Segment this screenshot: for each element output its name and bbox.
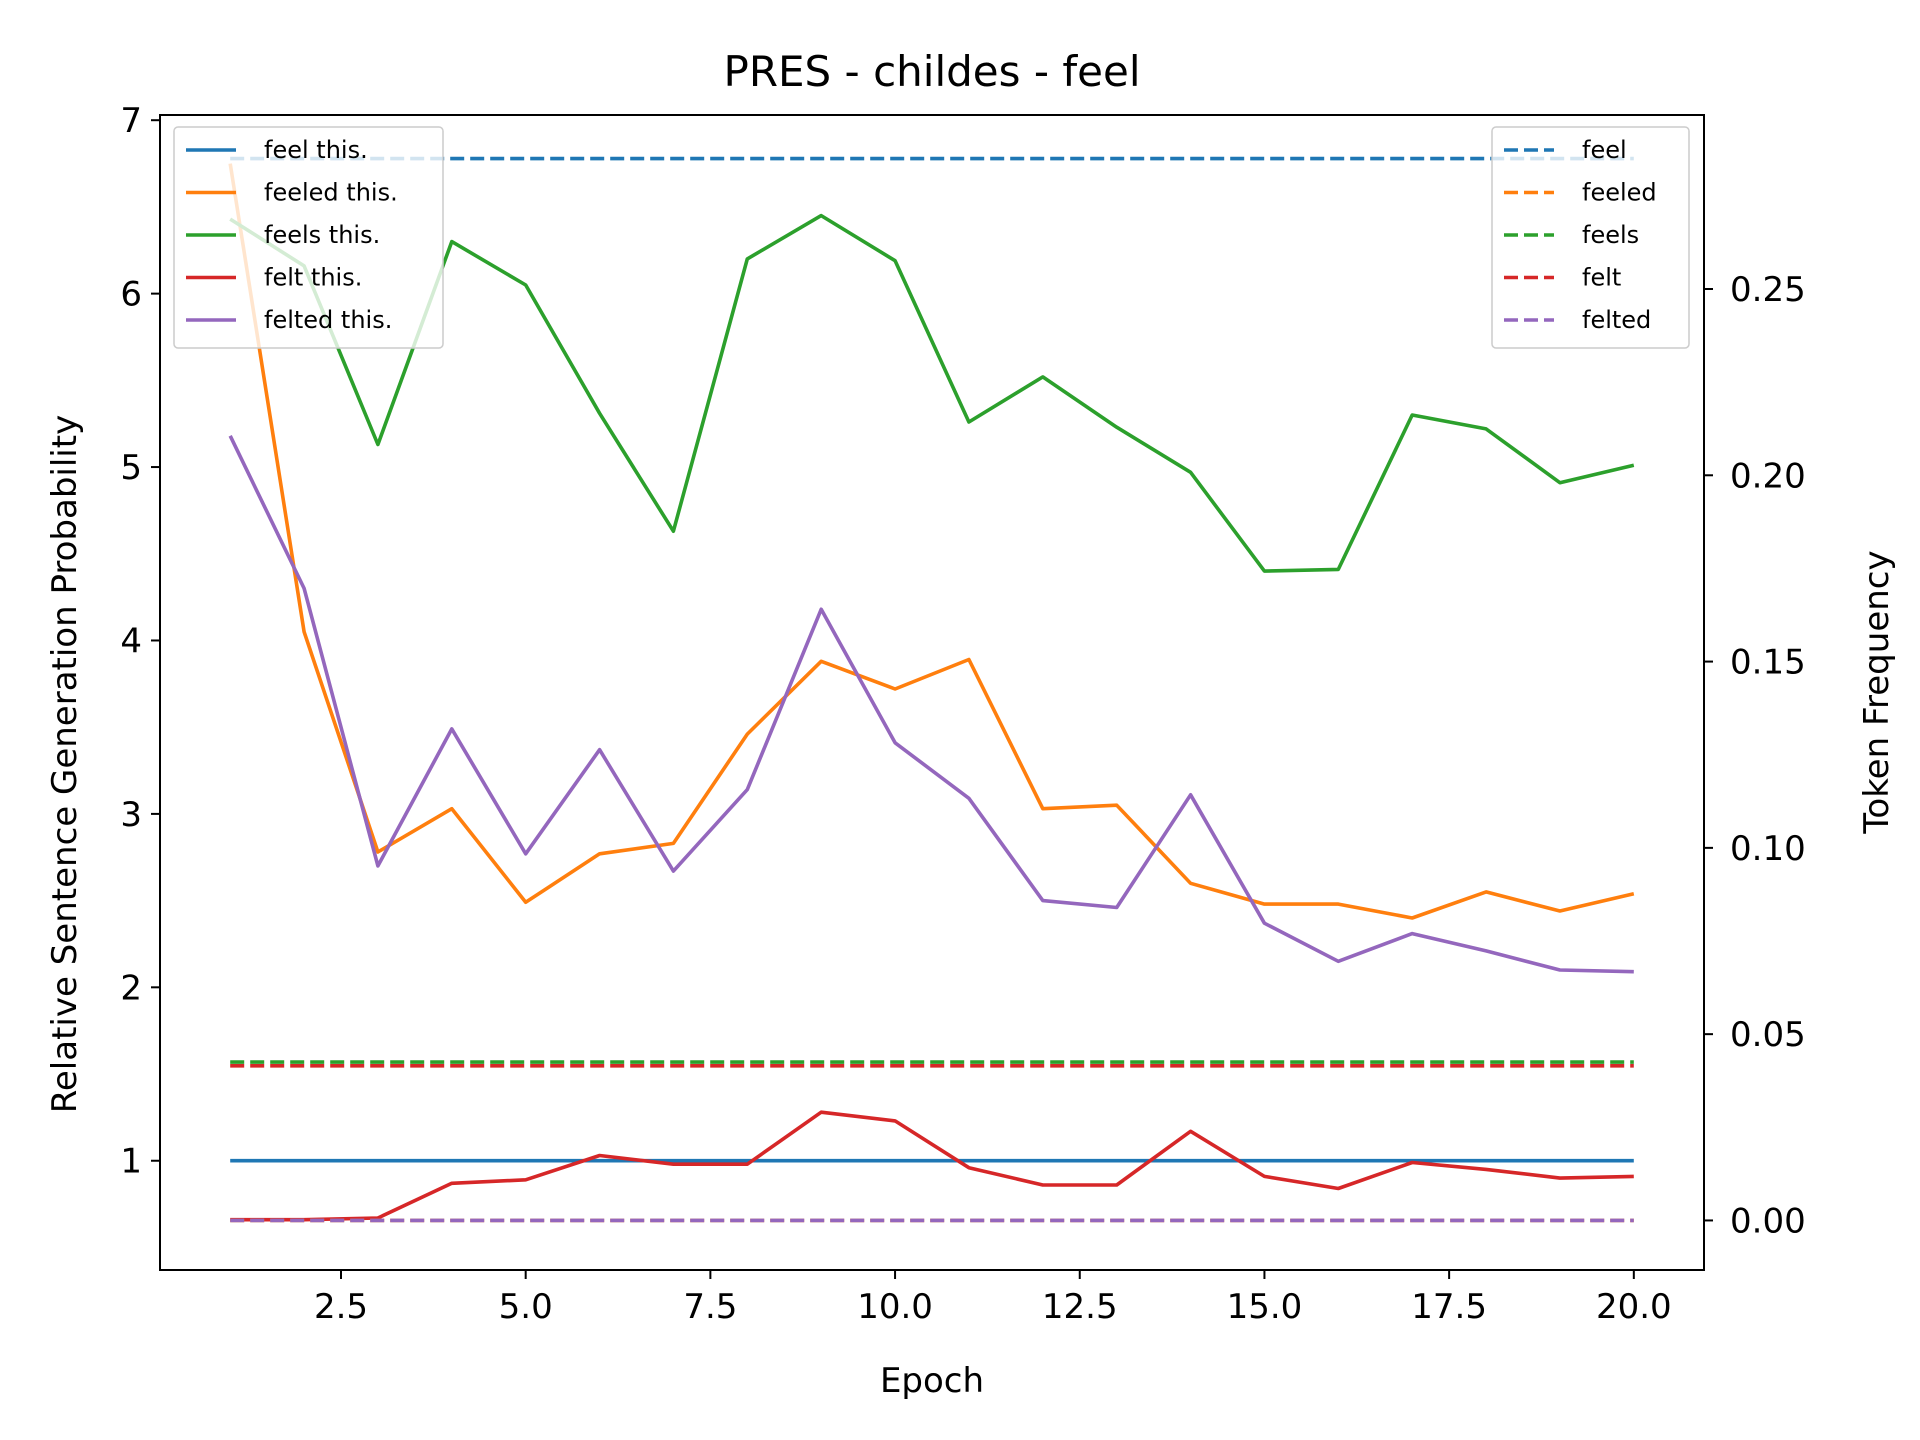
y-tick-label: 4 [120, 621, 142, 661]
y-tick-label: 2 [120, 968, 142, 1008]
y-right-tick-label: 0.00 [1730, 1201, 1806, 1241]
x-tick-label: 15.0 [1227, 1287, 1303, 1327]
y-tick-label: 1 [120, 1142, 142, 1182]
y-axis-ticks: 1 2 3 4 5 6 7 [120, 101, 160, 1182]
x-axis-label: Epoch [880, 1361, 984, 1401]
y-tick-label: 5 [120, 448, 142, 488]
legend-label-1: feeled this. [264, 179, 398, 207]
x-tick-label: 5.0 [499, 1287, 553, 1327]
x-tick-label: 20.0 [1596, 1287, 1672, 1327]
plot-frame [159, 114, 1705, 1271]
chart-title: PRES - childes - feel [724, 47, 1141, 96]
legend-label-3: felt [1582, 264, 1621, 292]
legend-right: feel feeled feels felt felted [1491, 126, 1690, 349]
x-tick-label: 12.5 [1042, 1287, 1118, 1327]
series-line-2 [229, 213, 1635, 573]
y-right-tick-label: 0.15 [1730, 643, 1806, 683]
y-right-tick-label: 0.25 [1730, 270, 1806, 310]
legend-label-3: felt this. [264, 264, 362, 292]
x-axis-ticks: 2.5 5.0 7.5 10.0 12.5 15.0 17.5 20.0 [314, 1270, 1672, 1327]
series-line-1 [228, 163, 1635, 920]
legend-label-2: feels [1582, 221, 1639, 249]
series-line-4 [228, 435, 1634, 974]
y-right-tick-label: 0.05 [1730, 1015, 1806, 1055]
plot-area [159, 114, 1705, 1271]
legend-label-4: felted this. [264, 306, 392, 334]
legend-label-0: feel this. [264, 136, 368, 164]
y-axis-label: Relative Sentence Generation Probability [45, 415, 85, 1113]
x-tick-label: 7.5 [683, 1287, 737, 1327]
y-right-axis-label: Token Frequency [1857, 550, 1897, 834]
legend-label-1: feeled [1582, 179, 1657, 207]
x-tick-label: 10.0 [857, 1287, 933, 1327]
series-line-3 [230, 1110, 1634, 1222]
y-tick-label: 7 [120, 101, 142, 141]
y-tick-label: 6 [120, 275, 142, 315]
y-right-tick-label: 0.20 [1730, 456, 1806, 496]
legend-frame [173, 126, 444, 349]
legend-left: feel this. feeled this. feels this. felt th… [173, 126, 444, 349]
y-right-axis-ticks: 0.00 0.05 0.10 0.15 0.20 0.25 [1704, 270, 1806, 1241]
legend-frame [1491, 126, 1690, 349]
legend-label-0: feel [1582, 136, 1627, 164]
y-right-tick-label: 0.10 [1730, 829, 1806, 869]
legend-label-4: felted [1582, 306, 1651, 334]
x-tick-label: 2.5 [314, 1287, 368, 1327]
legend-label-2: feels this. [264, 221, 380, 249]
x-tick-label: 17.5 [1411, 1287, 1487, 1327]
y-tick-label: 3 [120, 795, 142, 835]
